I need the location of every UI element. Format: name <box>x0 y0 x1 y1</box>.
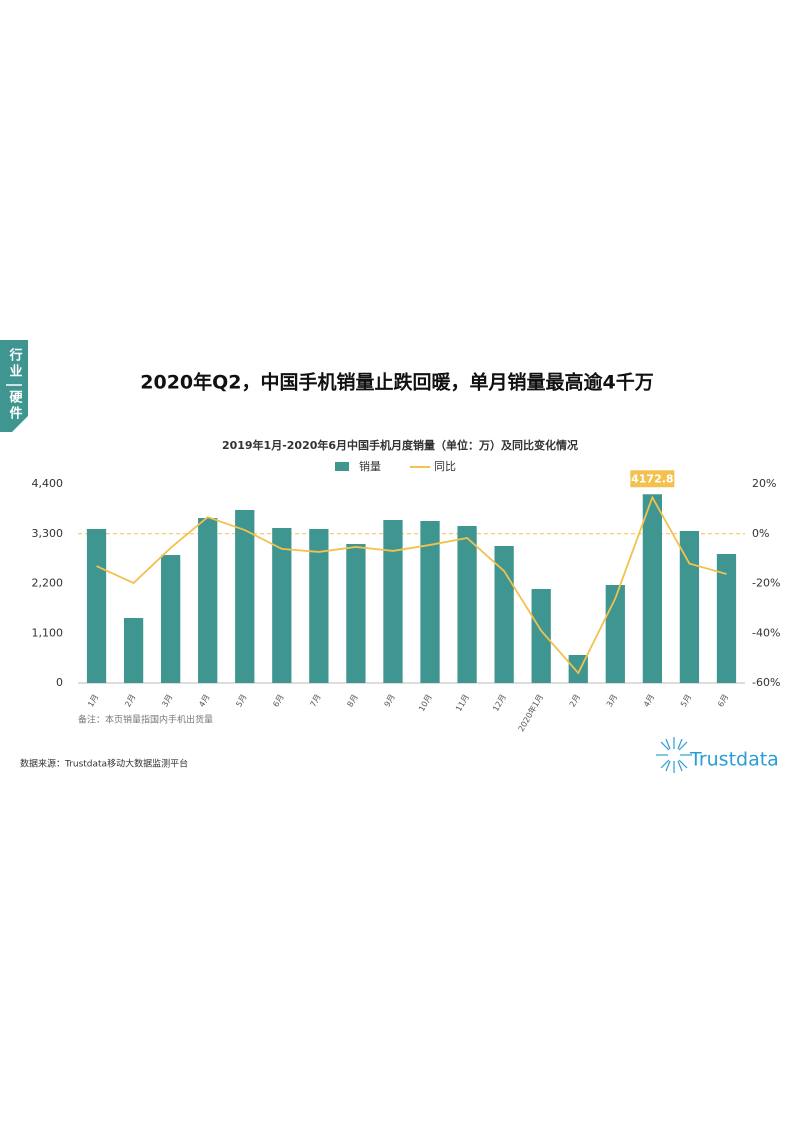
logo-text: Trustdata <box>689 749 779 771</box>
x-tick-label: 11月 <box>454 693 471 713</box>
line <box>96 495 727 675</box>
x-tick-label: 10月 <box>417 693 434 713</box>
value-label: 4172.8 <box>631 472 673 485</box>
x-tick-label: 3月 <box>160 693 174 709</box>
y-tick-label: 1,100 <box>32 626 64 639</box>
legend-label: 销量 <box>359 459 381 473</box>
bar <box>309 529 329 683</box>
source: 数据来源：Trustdata移动大数据监测平台 <box>20 758 188 770</box>
bar <box>420 520 440 683</box>
bar <box>123 618 144 683</box>
x-tick-label: 1月 <box>86 693 100 709</box>
bar <box>235 510 255 683</box>
x-tick-label: 2020年1月 <box>516 692 545 733</box>
chart-title: 2019年1月-2020年6月中国手机月度销量（单位：万）及同比变化情况 <box>222 438 578 452</box>
sidebar-text: 硬件 <box>7 390 23 422</box>
bar <box>161 555 181 683</box>
y-tick-label: 4,400 <box>32 477 64 490</box>
sidebar-text: 行业 <box>7 347 24 380</box>
bar <box>346 544 366 683</box>
legend-swatch <box>335 462 349 471</box>
bar <box>198 518 218 683</box>
bar <box>272 528 292 683</box>
x-tick-label: 6月 <box>716 693 730 709</box>
x-tick-label: 5月 <box>234 693 248 709</box>
value-label-box <box>630 470 675 488</box>
x-tick-label: 5月 <box>679 693 693 709</box>
y-tick-label: 2,200 <box>32 577 64 590</box>
bar <box>531 589 551 683</box>
logo <box>656 737 692 773</box>
y-tick-label: 0 <box>56 676 63 689</box>
bar <box>383 520 403 683</box>
legend-label: 同比 <box>434 460 456 473</box>
bar <box>457 526 477 683</box>
bar <box>642 494 662 683</box>
heading: 2020年Q2，中国手机销量止跌回暖，单月销量最高逾4千万 <box>140 371 653 394</box>
x-tick-label: 4月 <box>197 693 211 709</box>
x-tick-label: 4月 <box>642 693 656 709</box>
bar <box>86 529 107 683</box>
x-tick-label: 2月 <box>568 693 582 709</box>
x-tick-label: 12月 <box>491 693 508 713</box>
x-tick-label: 9月 <box>383 693 397 709</box>
note: 备注：本页销量指国内手机出货量 <box>78 714 213 726</box>
bar <box>494 546 514 683</box>
y2-tick-label: -60% <box>752 676 780 689</box>
x-tick-label: 7月 <box>308 693 322 709</box>
y2-tick-label: -40% <box>752 626 780 639</box>
x-tick-label: 2月 <box>123 693 137 709</box>
sidebar-tab <box>0 340 28 432</box>
bar <box>679 530 700 683</box>
y2-tick-label: -20% <box>752 577 780 590</box>
x-tick-label: 8月 <box>345 693 359 709</box>
y-tick-label: 3,300 <box>32 527 64 540</box>
y2-tick-label: 20% <box>752 477 776 490</box>
x-tick-label: 6月 <box>271 693 285 709</box>
bar <box>716 554 737 683</box>
x-tick-label: 3月 <box>605 693 619 709</box>
y2-tick-label: 0% <box>752 527 769 540</box>
